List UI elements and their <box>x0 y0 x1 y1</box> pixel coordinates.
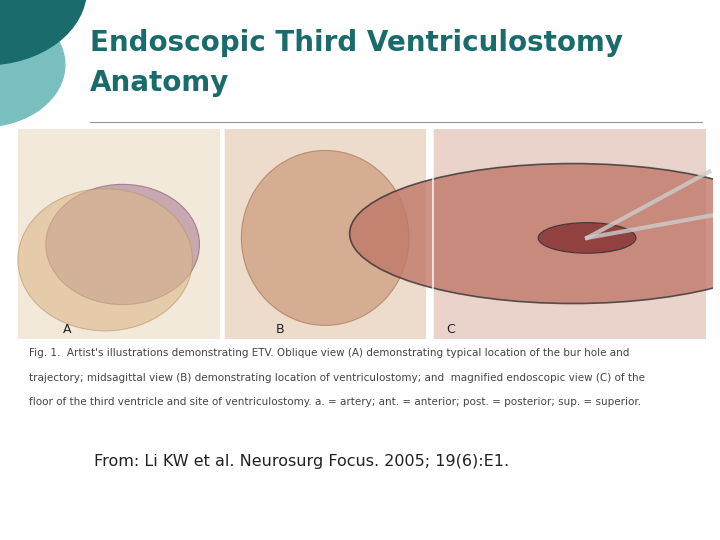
Text: trajectory; midsagittal view (B) demonstrating location of ventriculostomy; and : trajectory; midsagittal view (B) demonst… <box>29 373 645 383</box>
Circle shape <box>350 164 720 303</box>
Circle shape <box>0 3 65 127</box>
Ellipse shape <box>46 184 199 305</box>
Text: C: C <box>446 323 455 336</box>
Text: floor of the third ventricle and site of ventriculostomy. a. = artery; ant. = an: floor of the third ventricle and site of… <box>29 397 641 407</box>
Circle shape <box>538 222 636 253</box>
Ellipse shape <box>18 188 192 331</box>
Text: B: B <box>276 323 284 336</box>
FancyBboxPatch shape <box>224 129 426 339</box>
Text: From: Li KW et al. Neurosurg Focus. 2005; 19(6):E1.: From: Li KW et al. Neurosurg Focus. 2005… <box>94 454 509 469</box>
Circle shape <box>0 0 86 65</box>
Text: Fig. 1.  Artist's illustrations demonstrating ETV. Oblique view (A) demonstratin: Fig. 1. Artist's illustrations demonstra… <box>29 348 629 359</box>
Ellipse shape <box>241 151 409 326</box>
FancyBboxPatch shape <box>433 129 706 339</box>
Text: Endoscopic Third Ventriculostomy: Endoscopic Third Ventriculostomy <box>90 29 623 57</box>
Text: Anatomy: Anatomy <box>90 69 230 97</box>
FancyBboxPatch shape <box>18 129 220 339</box>
Text: A: A <box>63 323 71 336</box>
